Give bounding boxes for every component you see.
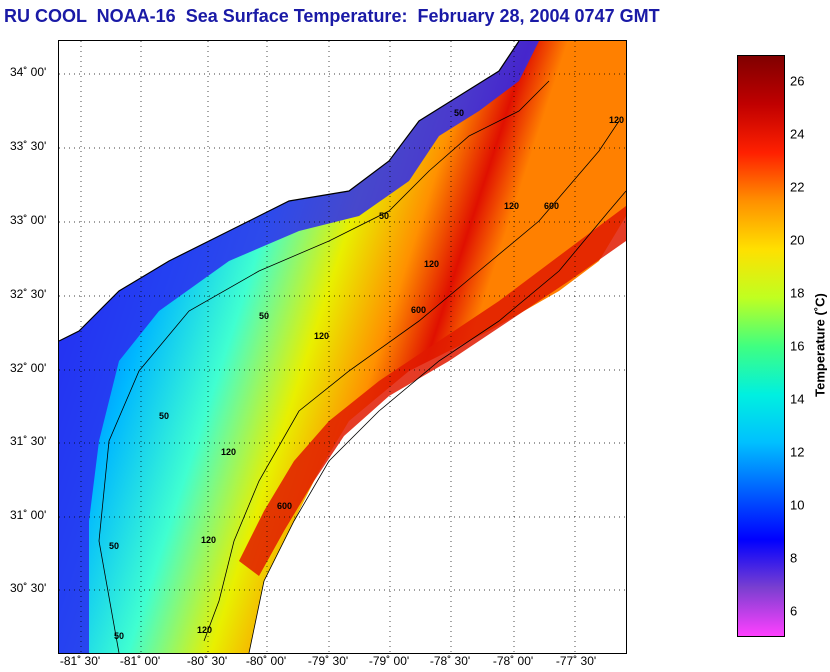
colorbar-tick: 26 xyxy=(790,73,805,89)
contour-label: 600 xyxy=(544,201,559,211)
cloud-masked-area xyxy=(359,271,626,653)
contour-label: 50 xyxy=(114,631,124,641)
colorbar-tick: 14 xyxy=(790,391,805,407)
longitude-label: -80˚ 30' xyxy=(186,654,228,668)
longitude-label: -78˚ 00' xyxy=(492,654,534,668)
colorbar-tick: 24 xyxy=(790,126,805,142)
colorbar-tick: 18 xyxy=(790,285,805,301)
colorbar-tick: 16 xyxy=(790,338,805,354)
contour-label: 50 xyxy=(259,311,269,321)
sst-map-canvas: 50 50 50 50 50 50 120 120 120 120 120 12… xyxy=(59,41,626,653)
contour-label: 120 xyxy=(197,625,212,635)
latitude-label: 33˚ 30' xyxy=(10,139,47,153)
contour-600m xyxy=(248,190,626,653)
longitude-label: -80˚ 00' xyxy=(245,654,287,668)
contour-label: 120 xyxy=(424,259,439,269)
contour-120m xyxy=(203,120,620,642)
longitude-label: -79˚ 00' xyxy=(368,654,410,668)
colorbar-tick: 12 xyxy=(790,444,805,460)
latitude-label: 34˚ 00' xyxy=(10,65,47,79)
latitude-label: 32˚ 30' xyxy=(10,287,47,301)
contour-label: 600 xyxy=(411,305,426,315)
contour-label: 50 xyxy=(159,411,169,421)
latitude-label: 31˚ 00' xyxy=(10,508,47,522)
graticule xyxy=(59,41,626,653)
contour-label: 50 xyxy=(379,211,389,221)
longitude-label: -81˚ 00' xyxy=(119,654,161,668)
contour-50m xyxy=(98,80,550,653)
latitude-label: 33˚ 00' xyxy=(10,213,47,227)
latitude-label: 31˚ 30' xyxy=(10,434,47,448)
colorbar-tick: 22 xyxy=(790,179,805,195)
longitude-label: -77˚ 30' xyxy=(555,654,597,668)
colorbar-tick: 10 xyxy=(790,497,805,513)
temperature-colorbar xyxy=(737,55,785,637)
latitude-label: 30˚ 30' xyxy=(10,581,47,595)
contour-label: 600 xyxy=(277,501,292,511)
longitude-label: -81˚ 30' xyxy=(59,654,101,668)
sst-field xyxy=(59,41,626,653)
longitude-label: -78˚ 30' xyxy=(429,654,471,668)
gulf-stream-core xyxy=(239,206,626,576)
contour-label: 50 xyxy=(109,541,119,551)
colorbar-tick: 6 xyxy=(790,603,798,619)
contour-label: 120 xyxy=(221,447,236,457)
contour-label: 50 xyxy=(454,108,464,118)
contour-label: 120 xyxy=(504,201,519,211)
colorbar-tick: 8 xyxy=(790,550,798,566)
sst-map: 50 50 50 50 50 50 120 120 120 120 120 12… xyxy=(58,40,627,654)
longitude-label: -79˚ 30' xyxy=(307,654,349,668)
colorbar-tick: 20 xyxy=(790,232,805,248)
contour-label: 120 xyxy=(201,535,216,545)
colorbar-label: Temperature (˚C) xyxy=(812,293,828,397)
coastline xyxy=(59,41,520,342)
latitude-label: 32˚ 00' xyxy=(10,361,47,375)
contour-label: 120 xyxy=(314,331,329,341)
map-title: RU COOL NOAA-16 Sea Surface Temperature:… xyxy=(4,6,660,26)
contour-label: 120 xyxy=(609,115,624,125)
